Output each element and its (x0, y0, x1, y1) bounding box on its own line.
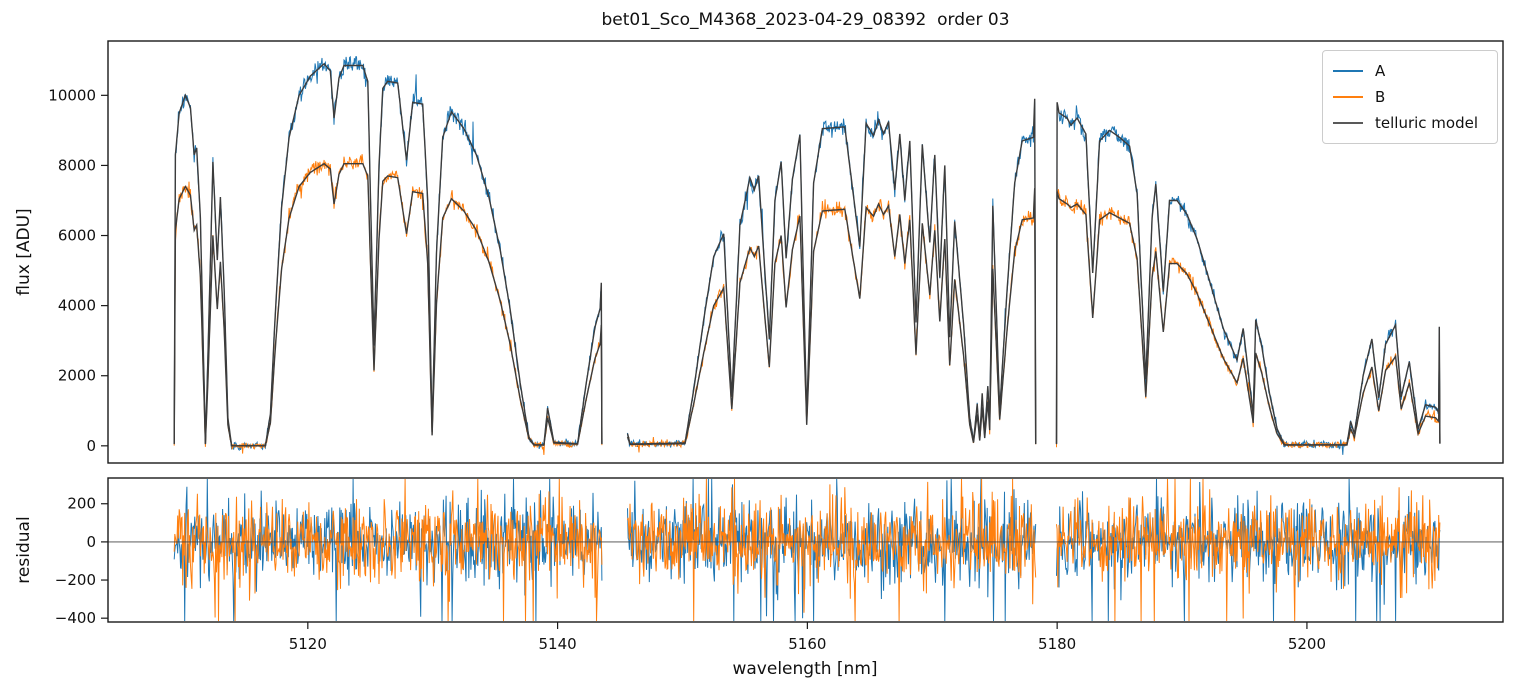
legend-label-b: B (1375, 88, 1386, 106)
residual-tick-label: −200 (55, 571, 96, 589)
legend: A B telluric model (1322, 50, 1498, 144)
telluric-model-over-B (1055, 191, 1441, 446)
legend-item-a: A (1333, 58, 1487, 84)
legend-item-b: B (1333, 84, 1487, 110)
flux-tick-label: 6000 (58, 227, 96, 245)
series-A-trace (627, 102, 1037, 448)
series-B-trace (627, 190, 1037, 453)
wavelength-tick-label: 5200 (1288, 635, 1326, 653)
series-B-trace (173, 154, 603, 455)
telluric-model-line-swatch (1333, 122, 1363, 124)
residual-axis-label: residual (14, 516, 34, 584)
legend-item-telluric: telluric model (1333, 110, 1487, 136)
telluric-model-lines (173, 62, 1441, 447)
residual-panel-frame (107, 477, 1504, 623)
residual-tick-label: 200 (67, 495, 96, 513)
wavelength-tick-label: 5160 (788, 635, 826, 653)
flux-axis-label: flux [ADU] (14, 208, 34, 296)
telluric-model-over-B (173, 162, 603, 447)
wavelength-tick-label: 5140 (539, 635, 577, 653)
residual-tick-label: −400 (55, 609, 96, 627)
flux-tick-label: 2000 (58, 367, 96, 385)
telluric-model-over-B (626, 188, 1037, 446)
flux-tick-label: 0 (86, 437, 96, 455)
wavelength-axis-label: wavelength [nm] (732, 659, 878, 679)
residual-B-trace (627, 478, 1037, 622)
telluric-model-over-A (173, 62, 603, 447)
telluric-model-over-A (1055, 102, 1441, 446)
telluric-model-over-A (626, 98, 1037, 445)
series-b-line-swatch (1333, 96, 1363, 98)
series-B-trace (1056, 189, 1441, 449)
flux-panel-frame (107, 40, 1504, 464)
legend-label-telluric: telluric model (1375, 114, 1479, 132)
chart-title: bet01_Sco_M4368_2023-04-29_08392 order 0… (601, 10, 1010, 30)
flux-tick-label: 8000 (58, 156, 96, 174)
flux-tick-label: 10000 (48, 86, 96, 104)
residual-B-trace (173, 478, 603, 622)
series-A-trace (1056, 105, 1441, 455)
flux-tick-label: 4000 (58, 297, 96, 315)
residual-traces (173, 478, 1441, 622)
legend-label-a: A (1375, 62, 1386, 80)
residual-tick-label: 0 (86, 533, 96, 551)
wavelength-tick-label: 5180 (1038, 635, 1076, 653)
wavelength-tick-label: 5120 (289, 635, 327, 653)
series-A-trace (173, 55, 603, 452)
series-a-line-swatch (1333, 70, 1363, 72)
